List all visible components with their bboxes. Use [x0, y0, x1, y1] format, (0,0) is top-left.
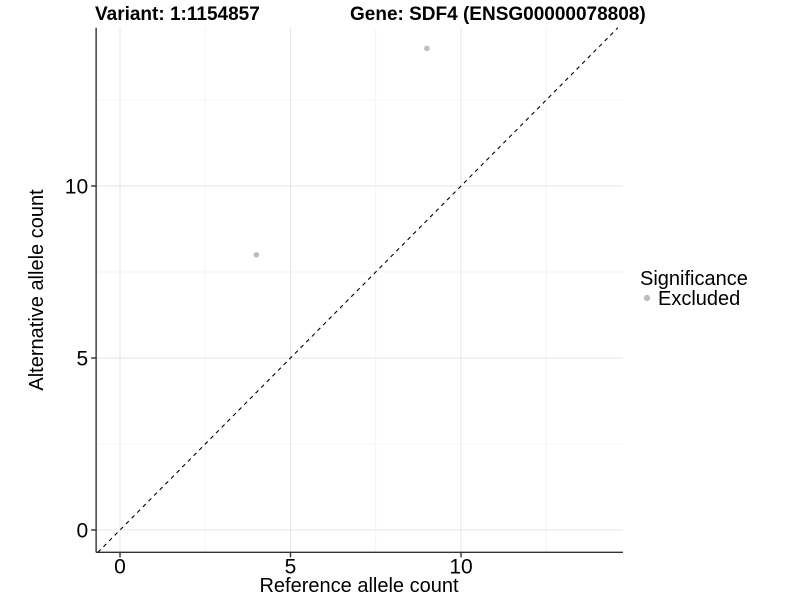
x-tick-labels: 0 5 10	[114, 555, 473, 578]
grid-major-lines	[96, 27, 623, 553]
axis-lines	[95, 27, 623, 554]
data-point	[253, 252, 260, 258]
x-tick-label: 5	[285, 555, 297, 578]
y-tick-label: 0	[76, 520, 88, 543]
y-axis-title: Alternative allele count	[26, 189, 48, 391]
y-tick-labels: 0 5 10	[65, 176, 88, 543]
legend: Significance Excluded	[640, 268, 748, 310]
y-tick-label: 5	[76, 348, 88, 371]
data-point	[424, 45, 430, 52]
grid-minor-lines	[96, 27, 623, 553]
identity-reference-line	[97, 27, 619, 553]
y-tick-label: 10	[65, 176, 88, 199]
x-axis-title: Reference allele count	[259, 575, 458, 597]
legend-marker-excluded	[643, 294, 651, 302]
identity-line	[97, 27, 619, 553]
x-tick-label: 0	[114, 555, 126, 578]
x-tick-label: 10	[449, 555, 472, 578]
plot-title-gene: Gene: SDF4 (ENSG00000078808)	[350, 4, 646, 25]
axis-tick-marks	[91, 185, 462, 558]
plot-title-variant: Variant: 1:1154857	[95, 4, 260, 25]
legend-title: Significance	[640, 268, 748, 290]
data-points	[253, 45, 430, 258]
legend-item-label: Excluded	[658, 288, 740, 310]
